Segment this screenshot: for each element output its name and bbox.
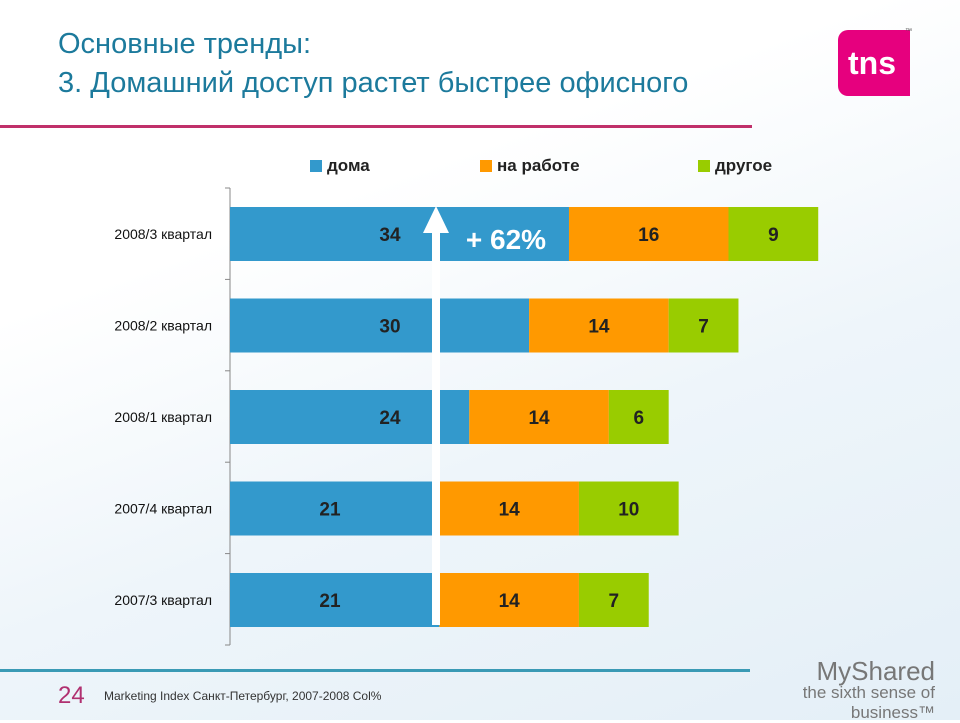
- data-label: 21: [319, 500, 341, 521]
- legend-label: другое: [715, 156, 773, 175]
- logo-trademark: ™: [905, 28, 912, 35]
- legend-label: на работе: [497, 156, 580, 175]
- legend-item-other: другое: [698, 156, 772, 176]
- bar-segment: [529, 298, 669, 353]
- bar-segment: [568, 207, 729, 261]
- bar-segment: [230, 390, 470, 444]
- data-label: 14: [499, 591, 521, 612]
- bar-segment: [230, 481, 440, 536]
- data-label: 6: [633, 408, 644, 429]
- bar-segment: [469, 390, 609, 444]
- tns-logo: tns: [838, 30, 910, 96]
- legend-item-home: дома: [310, 156, 370, 176]
- page-number: 24: [58, 682, 85, 709]
- data-label: 21: [319, 591, 341, 612]
- source-note: Marketing Index Санкт-Петербург, 2007-20…: [104, 689, 382, 703]
- data-label: 10: [618, 500, 639, 521]
- category-label: 2008/3 квартал: [114, 226, 212, 242]
- bar-segment: [230, 573, 440, 627]
- data-label: 16: [638, 225, 659, 246]
- bar-segment: [578, 573, 649, 627]
- bar-segment: [439, 573, 579, 627]
- data-label: 14: [588, 317, 610, 338]
- growth-arrow-shaft: [432, 228, 440, 625]
- growth-arrow-head: [423, 206, 449, 233]
- watermark-brand: MyShared: [816, 656, 936, 686]
- category-label: 2008/1 квартал: [114, 409, 212, 425]
- bar-segment: [668, 298, 739, 353]
- bar-segment: [728, 207, 819, 261]
- data-label: 24: [379, 408, 401, 429]
- bar-segment: [230, 207, 569, 261]
- category-label: 2008/2 квартал: [114, 318, 212, 334]
- watermark: MyShared the sixth sense of business™: [720, 656, 935, 723]
- legend-swatch: [698, 160, 710, 172]
- data-label: 7: [698, 317, 709, 338]
- data-label: 14: [499, 500, 521, 521]
- title-divider: [0, 125, 752, 128]
- bar-segment: [439, 481, 579, 536]
- data-label: 14: [528, 408, 550, 429]
- page-title: Основные тренды:: [58, 28, 312, 60]
- legend-item-work: на работе: [480, 156, 580, 176]
- footer-divider: [0, 669, 750, 672]
- category-label: 2007/3 квартал: [114, 592, 212, 608]
- data-label: 34: [379, 225, 401, 246]
- page-subtitle: 3. Домашний доступ растет быстрее офисно…: [58, 67, 689, 99]
- bar-segment: [608, 390, 669, 444]
- legend-label: дома: [327, 156, 370, 175]
- category-label: 2007/4 квартал: [114, 501, 212, 517]
- bar-segment: [230, 298, 530, 353]
- data-label: 7: [609, 591, 620, 612]
- watermark-tagline: the sixth sense of business™: [802, 683, 935, 722]
- legend-swatch: [480, 160, 492, 172]
- data-label: 9: [768, 225, 779, 246]
- data-label: 30: [379, 317, 400, 338]
- legend-swatch: [310, 160, 322, 172]
- bar-segment: [578, 481, 679, 536]
- growth-annotation: + 62%: [466, 224, 546, 255]
